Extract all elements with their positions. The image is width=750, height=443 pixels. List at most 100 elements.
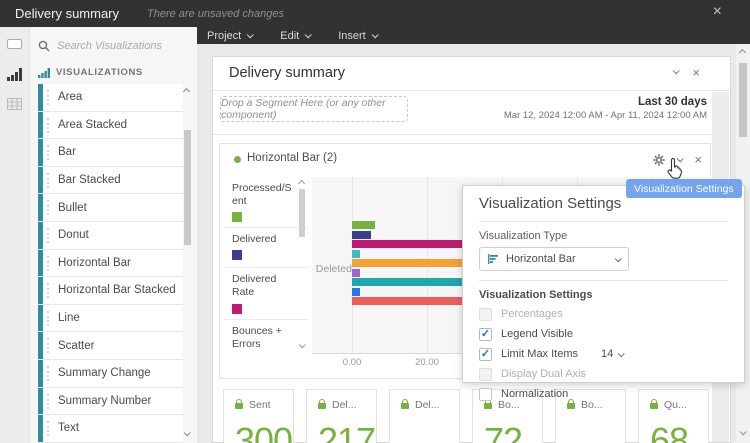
chart-bar[interactable] (352, 259, 472, 267)
scroll-down-icon[interactable] (739, 428, 747, 436)
viz-item-area-stacked[interactable]: Area Stacked (38, 111, 183, 140)
chevron-down-icon (614, 254, 622, 262)
chart-bar[interactable] (352, 240, 472, 248)
summary-card-bounces-2[interactable]: Bo... (555, 389, 626, 443)
scroll-down-icon[interactable] (298, 341, 306, 349)
chevron-down-icon (617, 349, 626, 357)
summary-card-delivered-rate[interactable]: Del... (389, 389, 460, 443)
gear-icon[interactable] (653, 153, 666, 166)
visualizations-rail-button[interactable] (6, 67, 24, 81)
viz-item-summary-change[interactable]: Summary Change (38, 359, 183, 388)
drag-handle-icon (47, 200, 49, 216)
date-range[interactable]: Last 30 days Mar 12, 2024 12:00 AM - Apr… (504, 96, 707, 121)
chevron-down-icon (304, 31, 312, 39)
chart-bar[interactable] (352, 221, 375, 229)
chart-bar[interactable] (352, 268, 360, 277)
checkbox-display-dual-axis: Display Dual Axis (479, 367, 728, 381)
section-label: VISUALIZATIONS (56, 67, 143, 78)
chart-bar[interactable] (352, 278, 472, 286)
viz-item-text[interactable]: Text (38, 415, 183, 443)
scroll-down-icon[interactable] (183, 429, 191, 437)
panel-title: Delivery summary (229, 65, 346, 81)
checkbox-icon[interactable] (479, 367, 492, 381)
checkbox-icon[interactable]: ✓ (479, 327, 492, 341)
sidebar-scrollbar[interactable] (182, 84, 192, 443)
status-dot-icon (234, 156, 241, 163)
scroll-up-icon[interactable] (182, 87, 191, 96)
divider (479, 221, 728, 222)
scrollbar-thumb[interactable] (299, 189, 305, 237)
chart-title: Horizontal Bar (2) (247, 152, 338, 164)
checkbox-icon[interactable] (479, 387, 492, 401)
lock-icon (484, 399, 492, 409)
summary-value: 68 (650, 420, 689, 443)
lock-icon (235, 399, 243, 409)
limit-max-items-dropdown[interactable]: 14 (601, 348, 626, 360)
checkbox-limit-max-items: ✓ Limit Max Items 14 (479, 347, 728, 361)
scrollbar-thumb[interactable] (184, 130, 191, 245)
viz-item-horizontal-bar[interactable]: Horizontal Bar (38, 249, 183, 278)
horizontal-bar-icon (488, 254, 498, 264)
viz-item-bullet[interactable]: Bullet (38, 194, 183, 222)
menu-project[interactable]: Project (207, 30, 254, 42)
summary-value: 300 (235, 420, 293, 443)
legend-item[interactable]: Bounces + Errors (224, 320, 308, 355)
chart-bar[interactable] (352, 230, 371, 239)
drag-handle-icon (47, 393, 49, 409)
viz-item-summary-number[interactable]: Summary Number (38, 387, 183, 416)
summary-value: 72 (484, 420, 523, 443)
close-project-icon[interactable]: × (712, 3, 722, 20)
summary-card-queued[interactable]: Qu... 68 (638, 389, 709, 443)
date-range-label: Last 30 days (637, 96, 707, 108)
bar-chart-icon (6, 67, 22, 81)
checkbox-legend-visible: ✓ Legend Visible (479, 327, 573, 341)
settings-section-title: Visualization Settings (479, 289, 593, 301)
checkbox-icon[interactable]: ✓ (479, 347, 492, 361)
visualizations-section-header: VISUALIZATIONS (38, 67, 143, 78)
viz-item-horizontal-bar-stacked[interactable]: Horizontal Bar Stacked (38, 277, 183, 305)
legend-swatch (232, 303, 242, 314)
legend-item[interactable]: Processed/Sent (224, 177, 308, 229)
viz-item-bar[interactable]: Bar (38, 139, 183, 167)
components-rail-button[interactable] (6, 97, 24, 111)
left-rail (0, 27, 30, 443)
visualization-type-select[interactable]: Horizontal Bar (479, 247, 629, 271)
menu-edit[interactable]: Edit (280, 30, 312, 42)
panels-rail-button[interactable] (6, 37, 24, 51)
legend-scrollbar[interactable] (297, 178, 307, 352)
legend-swatch (232, 250, 242, 261)
collapse-panel-icon[interactable] (672, 67, 680, 75)
chart-bar[interactable] (352, 287, 360, 296)
chart-bar[interactable] (352, 249, 360, 258)
summary-card-sent[interactable]: Sent 300 (223, 389, 294, 443)
chart-bar[interactable] (352, 297, 472, 305)
scroll-up-icon[interactable] (297, 179, 306, 188)
search-field[interactable] (38, 35, 188, 57)
viz-item-line[interactable]: Line (38, 304, 183, 333)
checkbox-icon[interactable] (479, 307, 492, 321)
viz-item-bar-stacked[interactable]: Bar Stacked (38, 166, 183, 195)
legend-item[interactable]: Delivered Rate (224, 268, 308, 320)
scroll-up-icon[interactable] (738, 48, 747, 57)
viz-item-scatter[interactable]: Scatter (38, 332, 183, 360)
scrollbar-thumb[interactable] (739, 63, 747, 137)
visualization-list: Area Area Stacked Bar Bar Stacked Bullet… (38, 84, 192, 443)
viz-item-area[interactable]: Area (38, 84, 183, 112)
search-input[interactable] (57, 40, 177, 52)
viz-item-donut[interactable]: Donut (38, 221, 183, 250)
legend-item[interactable]: Delivered (224, 228, 308, 269)
summary-card-delivered[interactable]: Del... 217 (306, 389, 377, 443)
summary-value: 217 (318, 420, 376, 443)
search-icon (38, 40, 50, 52)
panel-header: Delivery summary × (213, 57, 730, 91)
segment-drop-zone[interactable]: Drop a Segment Here (or any other compon… (220, 96, 408, 122)
x-tick: 20.00 (415, 357, 439, 368)
drag-handle-icon (47, 310, 49, 326)
close-panel-icon[interactable]: × (692, 65, 700, 80)
drag-handle-icon (47, 255, 49, 271)
menu-insert[interactable]: Insert (338, 30, 379, 42)
close-chart-icon[interactable]: × (694, 152, 702, 167)
date-range-dates: Mar 12, 2024 12:00 AM - Apr 11, 2024 12:… (503, 110, 707, 121)
drag-handle-icon (47, 90, 49, 105)
panel-icon (7, 39, 22, 49)
